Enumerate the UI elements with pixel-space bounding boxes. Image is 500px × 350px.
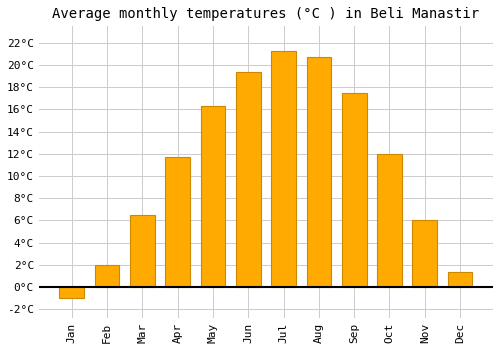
Bar bbox=[200, 106, 226, 287]
Title: Average monthly temperatures (°C ) in Beli Manastir: Average monthly temperatures (°C ) in Be… bbox=[52, 7, 480, 21]
Bar bbox=[94, 265, 120, 287]
Bar bbox=[60, 287, 84, 298]
Bar bbox=[448, 273, 472, 287]
Bar bbox=[130, 215, 155, 287]
Bar bbox=[271, 51, 296, 287]
Bar bbox=[377, 154, 402, 287]
Bar bbox=[236, 72, 260, 287]
Bar bbox=[412, 220, 437, 287]
Bar bbox=[342, 93, 366, 287]
Bar bbox=[166, 157, 190, 287]
Bar bbox=[306, 57, 331, 287]
